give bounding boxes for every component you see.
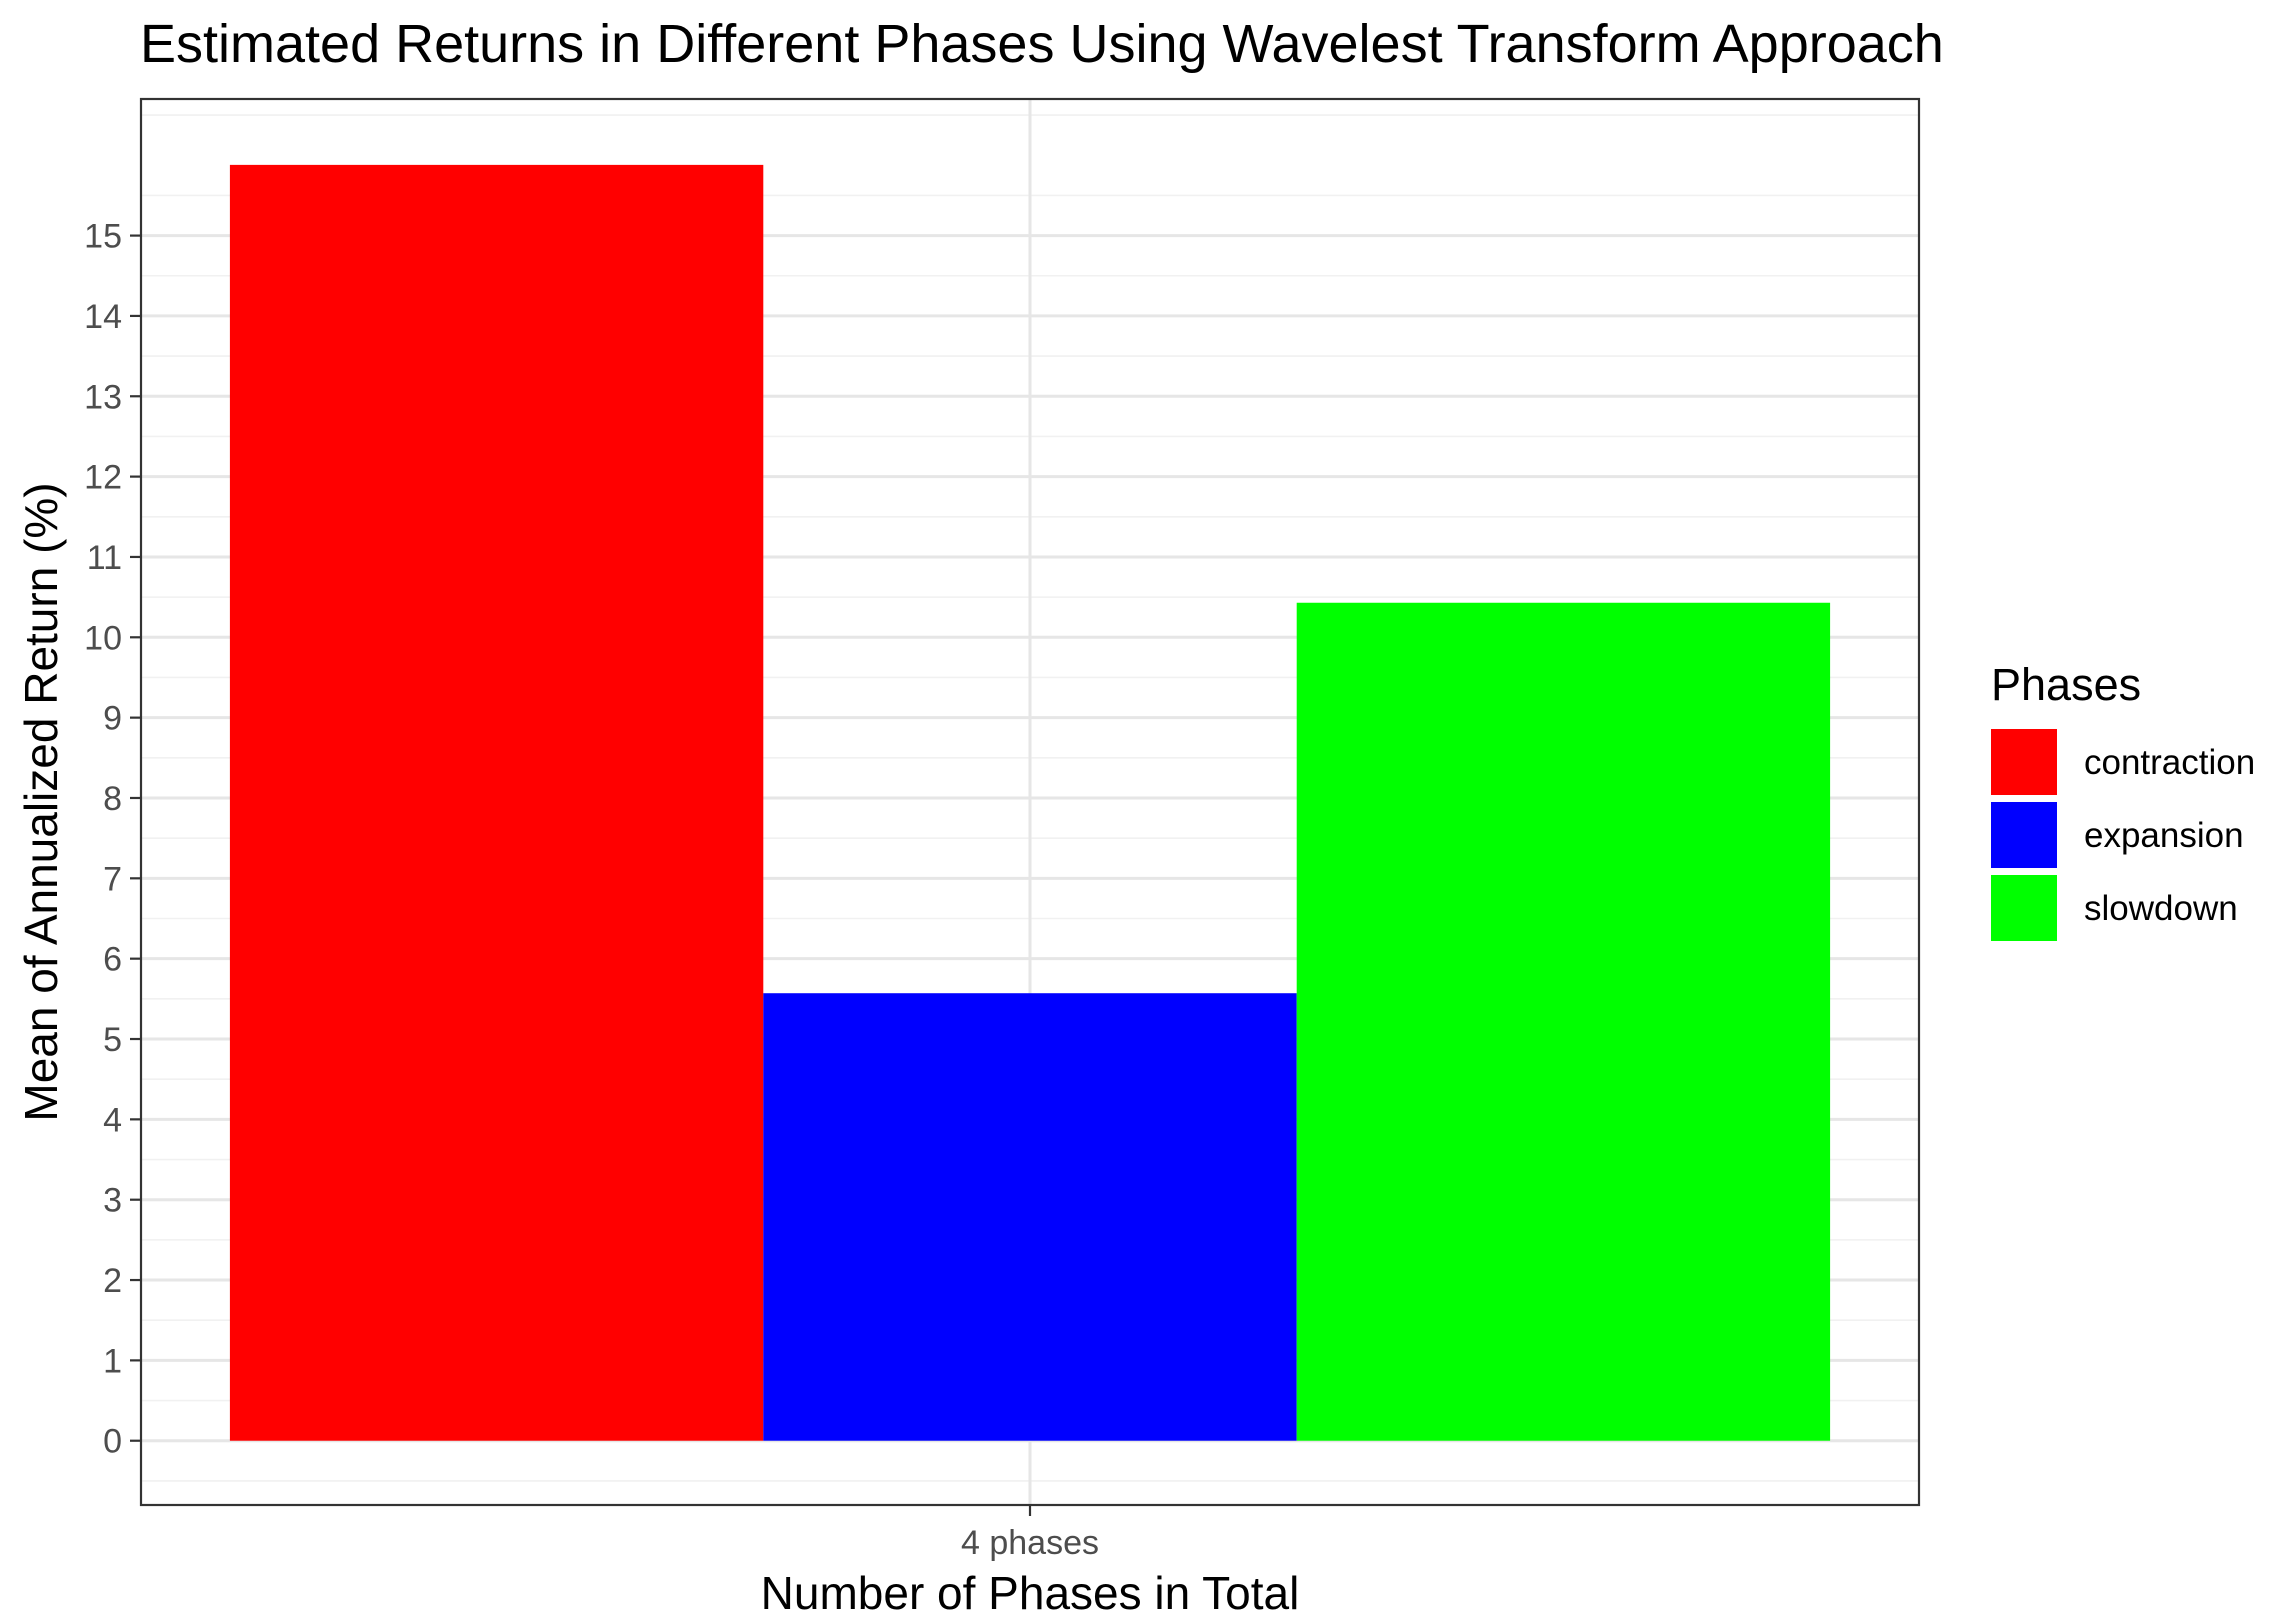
legend: Phases contraction expansion slowdown xyxy=(1991,659,2255,941)
x-axis: 4 phases xyxy=(961,1505,1099,1562)
y-tick-label: 9 xyxy=(103,700,122,738)
y-tick-label: 15 xyxy=(84,218,122,256)
y-tick-label: 4 xyxy=(103,1101,122,1139)
y-tick-label: 10 xyxy=(84,619,122,657)
y-tick-label: 6 xyxy=(103,941,122,979)
bar-slowdown xyxy=(1296,602,1831,1441)
chart-title: Estimated Returns in Different Phases Us… xyxy=(140,14,1944,74)
bar-expansion xyxy=(763,993,1297,1441)
y-tick-label: 2 xyxy=(103,1262,122,1300)
legend-key-contraction xyxy=(1991,729,2057,795)
y-tick-label: 5 xyxy=(103,1021,122,1059)
legend-key-slowdown xyxy=(1991,875,2057,941)
y-tick-label: 8 xyxy=(103,780,122,818)
bar-contraction xyxy=(229,164,764,1441)
legend-key-expansion xyxy=(1991,802,2057,868)
x-tick-label: 4 phases xyxy=(961,1524,1099,1562)
y-tick-label: 13 xyxy=(84,378,122,416)
y-tick-label: 0 xyxy=(103,1423,122,1461)
legend-label-contraction: contraction xyxy=(2084,743,2255,782)
y-tick-label: 7 xyxy=(103,860,122,898)
y-tick-label: 1 xyxy=(103,1342,122,1380)
legend-label-expansion: expansion xyxy=(2084,816,2244,855)
y-tick-label: 12 xyxy=(84,459,122,497)
x-axis-title: Number of Phases in Total xyxy=(761,1567,1300,1618)
y-axis-title: Mean of Annualized Return (%) xyxy=(15,482,67,1121)
legend-label-slowdown: slowdown xyxy=(2084,889,2238,928)
legend-title: Phases xyxy=(1991,659,2141,710)
y-tick-label: 14 xyxy=(84,298,122,336)
y-tick-label: 3 xyxy=(103,1182,122,1220)
bars xyxy=(229,164,1831,1441)
y-tick-label: 11 xyxy=(87,539,122,577)
